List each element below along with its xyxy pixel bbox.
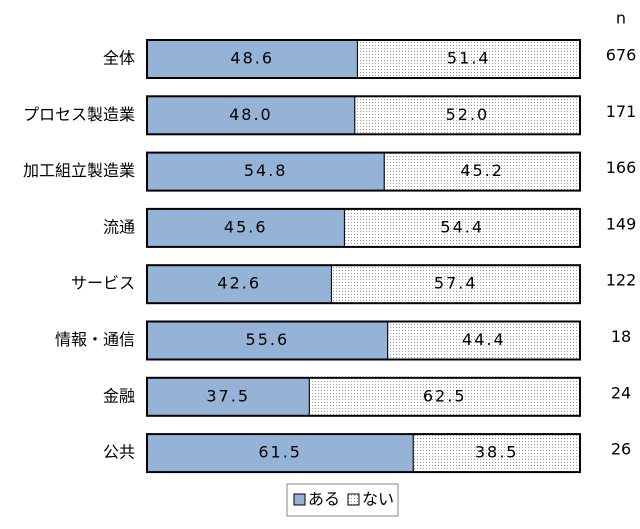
- value-label: 38.5: [475, 443, 519, 462]
- bar-outline: [146, 151, 581, 192]
- bar-segment: [412, 433, 581, 473]
- category-label: 加工組立製造業: [23, 161, 135, 180]
- bar-outline: [146, 376, 581, 417]
- value-label: 55.6: [246, 330, 290, 349]
- value-label: 45.2: [460, 161, 504, 180]
- bar-outline: [146, 320, 581, 361]
- category-label: 情報・通信: [55, 330, 135, 349]
- value-label: 37.5: [206, 386, 250, 405]
- value-label: 54.4: [440, 217, 484, 236]
- value-label: 61.5: [258, 443, 302, 462]
- value-label: 52.0: [446, 105, 490, 124]
- bar-outline: [146, 95, 581, 136]
- category-label: 公共: [103, 443, 135, 462]
- bar-segment: [146, 321, 389, 360]
- value-label: 48.6: [230, 49, 274, 68]
- bar-outline: [146, 264, 581, 305]
- n-value: 149: [606, 214, 637, 233]
- value-label: 62.5: [423, 386, 467, 405]
- category-label: サービス: [71, 274, 135, 293]
- bar-segment: [343, 208, 581, 248]
- value-label: 57.4: [434, 274, 478, 293]
- value-label: 48.0: [229, 105, 273, 124]
- category-label: 金融: [103, 386, 135, 405]
- value-label: 44.4: [462, 330, 506, 349]
- bar-segment: [146, 433, 414, 473]
- n-value: 122: [606, 271, 637, 290]
- n-value: 24: [611, 383, 631, 402]
- bar-segment: [383, 152, 581, 192]
- n-value: 26: [611, 440, 631, 459]
- bar-segment: [387, 321, 581, 360]
- category-label: プロセス製造業: [23, 105, 135, 124]
- category-label: 全体: [103, 49, 135, 68]
- value-label: 54.8: [244, 161, 288, 180]
- legend-swatch: [293, 493, 306, 506]
- bar-outline: [146, 207, 581, 248]
- n-value: 171: [606, 102, 637, 121]
- n-header: n: [616, 9, 626, 28]
- bar-outline: [146, 39, 581, 79]
- legend-label: ある: [308, 490, 340, 509]
- value-label: 42.6: [217, 274, 261, 293]
- bar-segment: [146, 39, 358, 79]
- bar-outline: [146, 433, 581, 474]
- n-value: 18: [611, 327, 631, 346]
- legend-swatch: [347, 493, 360, 506]
- bar-segment: [146, 152, 385, 192]
- category-label: 流通: [103, 217, 135, 236]
- legend-label: ない: [362, 490, 394, 509]
- value-label: 45.6: [224, 217, 268, 236]
- value-label: 51.4: [447, 49, 491, 68]
- bar-segment: [146, 264, 332, 304]
- n-value: 166: [606, 158, 637, 177]
- bar-segment: [330, 264, 581, 304]
- n-value: 676: [606, 46, 637, 65]
